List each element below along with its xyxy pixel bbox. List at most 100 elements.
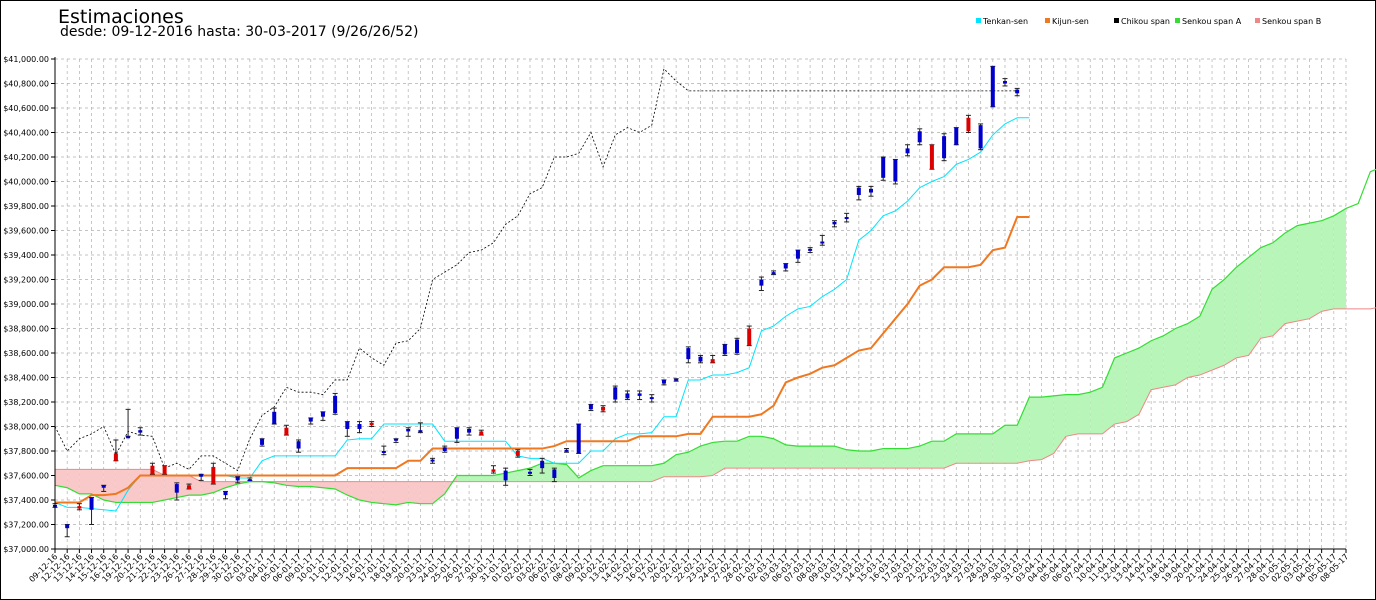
- candlestick: [1002, 78, 1008, 87]
- cloud-bull-segment: [944, 433, 957, 469]
- candlestick: [783, 263, 789, 272]
- cloud-bull-segment: [505, 470, 518, 482]
- cloud-bull-segment: [1126, 348, 1139, 422]
- cloud-bear-segment: [408, 481, 421, 504]
- candlestick: [356, 421, 362, 434]
- cloud-bull-segment: [1212, 279, 1225, 371]
- candle-body-up: [637, 393, 642, 396]
- indicator-lines: [54, 67, 1376, 512]
- candle-body-up: [844, 217, 849, 220]
- candlestick: [637, 390, 643, 401]
- candle-body-down: [601, 406, 606, 411]
- candle-body-up: [296, 441, 301, 449]
- legend-label: Senkou span B: [1262, 17, 1321, 26]
- candlestick: [917, 128, 923, 146]
- candlestick: [247, 477, 253, 482]
- candlestick: [344, 421, 350, 437]
- candle-body-up: [223, 491, 228, 496]
- cloud-bull-segment: [810, 446, 823, 469]
- legend-label: Tenkan-sen: [982, 17, 1028, 26]
- cloud-bull-segment: [1114, 353, 1127, 425]
- candle-body-up: [345, 421, 350, 429]
- candlestick: [466, 427, 472, 436]
- cloud-bull-segment: [627, 465, 640, 482]
- cloud-bull-segment: [834, 446, 847, 469]
- y-tick-label: $37,800.00: [3, 447, 49, 456]
- legend: Tenkan-sen Kijun-sen Chikou span Senkou spa…: [976, 17, 1321, 26]
- candle-body-up: [101, 485, 106, 488]
- cloud-bull-segment: [761, 436, 774, 469]
- y-tick-label: $41,000.00: [3, 55, 49, 64]
- cloud-bull-segment: [542, 463, 555, 482]
- y-tick-label: $39,600.00: [3, 227, 49, 236]
- cloud-bull-segment: [1236, 257, 1249, 358]
- candle-body-up: [832, 221, 837, 225]
- candle-body-up: [174, 484, 179, 493]
- candlestick: [685, 346, 691, 364]
- cloud-bull-segment: [1102, 357, 1115, 434]
- senkou-span-b-line: [55, 307, 1376, 483]
- cloud-bull-segment: [1272, 232, 1286, 336]
- candle-body-up: [954, 127, 959, 145]
- candle-body-up: [527, 471, 532, 474]
- candle-body-down: [150, 465, 155, 475]
- chikou-span-line: [54, 67, 1018, 472]
- cloud-bull-segment: [456, 475, 470, 482]
- candle-body-up: [552, 469, 557, 478]
- candlestick: [369, 421, 375, 427]
- candlestick: [612, 385, 618, 403]
- candlestick: [308, 417, 314, 425]
- cloud-bull-segment: [871, 448, 884, 469]
- candle-body-up: [771, 272, 776, 275]
- candle-body-up: [649, 397, 654, 400]
- candlestick: [795, 249, 801, 263]
- cloud-bull-segment: [639, 465, 652, 482]
- cloud-bull-segment: [1041, 395, 1054, 460]
- cloud-bear-segment: [420, 481, 433, 504]
- candlestick: [393, 438, 399, 443]
- legend-swatch: [976, 18, 981, 23]
- cloud-bear-segment: [67, 469, 80, 494]
- candle-body-up: [625, 393, 630, 399]
- cloud-bear-segment: [176, 475, 189, 498]
- candlestick: [953, 127, 959, 146]
- cloud-bull-segment: [1297, 223, 1310, 322]
- cloud-bull-segment: [615, 465, 628, 482]
- candle-body-up: [674, 378, 679, 381]
- candle-body-up: [588, 404, 593, 410]
- cloud-bull-segment: [676, 452, 689, 477]
- candle-body-down: [515, 451, 520, 456]
- cloud-bull-segment: [700, 442, 713, 477]
- candlestick: [807, 247, 813, 254]
- candle-body-up: [126, 436, 131, 439]
- y-tick-label: $39,400.00: [3, 251, 49, 260]
- cloud-bear-segment: [79, 469, 92, 494]
- cloud-bull-segment: [603, 465, 616, 482]
- candlestick: [661, 379, 667, 386]
- candlestick: [296, 439, 302, 453]
- cloud-bull-segment: [919, 441, 932, 469]
- candlestick: [223, 490, 229, 500]
- cloud-bull-segment: [1224, 267, 1237, 366]
- cloud-bull-segment: [846, 449, 859, 469]
- candlestick: [551, 467, 557, 483]
- cloud-bear-segment: [396, 481, 409, 505]
- cloud-bull-segment: [883, 448, 896, 469]
- candlestick: [746, 325, 752, 347]
- candle-body-up: [406, 428, 411, 432]
- candle-body-up: [942, 136, 947, 159]
- candlestick: [819, 234, 825, 246]
- candle-body-up: [722, 344, 727, 355]
- candle-body-down: [162, 465, 167, 475]
- candle-body-up: [247, 479, 252, 482]
- candlestick: [600, 405, 606, 413]
- candle-body-up: [686, 348, 691, 360]
- y-tick-label: $37,000.00: [3, 545, 49, 554]
- candlestick: [174, 482, 180, 501]
- candle-body-up: [442, 447, 447, 451]
- candlestick: [259, 438, 265, 447]
- grid-lines: [54, 58, 1347, 550]
- cloud-bear-segment: [322, 481, 336, 489]
- chart-title: Estimaciones: [58, 6, 184, 28]
